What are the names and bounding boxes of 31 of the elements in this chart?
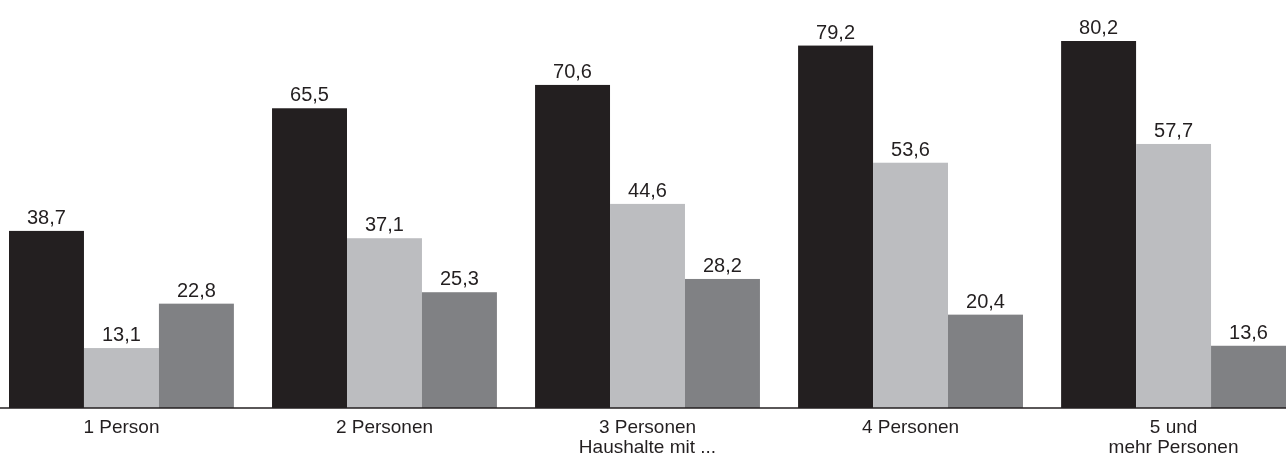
x-tick-label: 1 Person <box>83 416 160 437</box>
bar <box>873 162 949 408</box>
data-label: 38,7 <box>27 205 66 228</box>
data-label: 65,5 <box>290 83 329 106</box>
data-label: 80,2 <box>1079 16 1119 38</box>
bar <box>684 278 760 408</box>
data-label: 79,2 <box>816 20 856 43</box>
data-label: 70,6 <box>553 59 593 82</box>
bar <box>83 348 159 408</box>
bar <box>948 314 1023 408</box>
data-label: 44,6 <box>628 178 667 201</box>
x-tick-label: 4 Personen <box>861 416 960 437</box>
x-tick-label: 2 Personen <box>335 416 434 437</box>
data-label: 28,2 <box>702 253 742 276</box>
bar <box>1211 345 1286 408</box>
data-label: 13,1 <box>101 323 141 346</box>
x-tick-label: 3 Personen <box>598 416 697 437</box>
data-label: 57,7 <box>1154 118 1194 141</box>
x-axis-title: Haushalte mit ... <box>578 436 717 457</box>
data-label: 20,4 <box>966 289 1005 312</box>
data-label: 25,3 <box>439 267 479 290</box>
bar <box>1136 143 1212 408</box>
x-tick-label: 5 und mehr Personen <box>1108 416 1239 457</box>
bar <box>421 292 497 408</box>
bar <box>610 203 685 408</box>
data-label: 53,6 <box>891 137 930 160</box>
bar <box>346 238 422 408</box>
data-label: 37,1 <box>365 213 404 236</box>
data-label: 22,8 <box>176 278 216 301</box>
bar <box>158 303 234 408</box>
data-label: 13,6 <box>1229 320 1268 343</box>
